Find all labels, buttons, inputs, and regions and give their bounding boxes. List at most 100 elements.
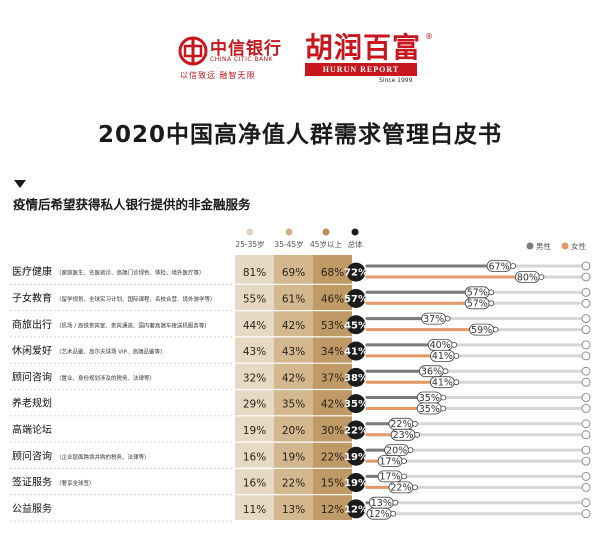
age-group-value: 29% xyxy=(243,399,266,411)
age-group-value: 34% xyxy=(321,346,344,358)
age-group-value: 69% xyxy=(282,267,305,279)
column-header: 35-45岁 xyxy=(274,239,303,249)
male-end-cap xyxy=(581,393,591,402)
male-end-cap xyxy=(581,314,591,323)
total-value: 41% xyxy=(344,347,368,358)
total-circle xyxy=(346,315,366,335)
female-end-cap xyxy=(581,509,591,519)
female-end-cap xyxy=(581,430,591,440)
registered-mark: ® xyxy=(425,32,433,41)
female-value: 12% xyxy=(369,509,390,520)
female-value: 35% xyxy=(419,404,440,415)
male-value: 35% xyxy=(419,393,440,404)
male-value: 37% xyxy=(423,314,444,325)
male-bar-end-dot xyxy=(488,289,495,296)
column-background xyxy=(274,255,313,520)
male-value: 57% xyxy=(467,288,488,299)
age-group-value: 35% xyxy=(282,399,305,411)
row-label-detail: （艺术品鉴、高尔夫球场 VIP、高端品鉴等） xyxy=(56,348,165,356)
age-group-value: 44% xyxy=(243,320,266,332)
female-end-cap xyxy=(581,351,591,361)
female-bar-end-dot xyxy=(412,484,418,491)
female-end-cap xyxy=(581,404,591,413)
male-value: 13% xyxy=(371,498,392,509)
total-value: 35% xyxy=(344,399,368,410)
age-group-value: 20% xyxy=(282,425,305,437)
female-value: 17% xyxy=(379,456,400,467)
legend-male-label: 男性 xyxy=(536,241,551,251)
row-label-detail: （企业层面跨境并购的税务、法律等） xyxy=(56,453,150,461)
female-bar-end-dot xyxy=(440,405,447,412)
total-circle xyxy=(346,341,366,361)
female-end-cap xyxy=(581,272,591,282)
age-group-value: 15% xyxy=(321,478,344,490)
total-value: 38% xyxy=(344,373,368,384)
citic-name: 中信银行 xyxy=(210,39,282,59)
row-label: 顾问咨询 xyxy=(12,449,52,462)
female-value: 41% xyxy=(432,378,453,389)
male-end-cap xyxy=(581,445,591,455)
row-label: 签证服务 xyxy=(12,476,52,489)
hurun-banner xyxy=(305,63,417,76)
row-label: 养老规划 xyxy=(12,397,52,410)
male-value: 67% xyxy=(488,261,509,272)
female-value: 57% xyxy=(467,299,488,310)
age-group-value: 37% xyxy=(321,372,344,384)
male-end-cap xyxy=(581,287,591,297)
total-value: 22% xyxy=(344,425,368,436)
male-bar-end-dot xyxy=(392,499,399,506)
male-end-cap xyxy=(581,340,591,350)
total-value: 19% xyxy=(344,478,368,489)
age-group-value: 16% xyxy=(243,478,266,490)
male-value: 17% xyxy=(379,472,400,483)
column-dot-icon xyxy=(285,228,293,236)
female-bar-end-dot xyxy=(390,510,397,517)
total-circle xyxy=(346,288,366,308)
column-dot-icon xyxy=(322,228,330,236)
age-group-value: 30% xyxy=(321,425,344,437)
male-end-cap xyxy=(581,261,591,271)
row-label-detail: （奢享全球签） xyxy=(56,479,95,487)
citic-slogan: 以信致远 融智无限 xyxy=(180,71,256,80)
legend-female-icon xyxy=(561,242,569,250)
age-group-value: 61% xyxy=(282,293,305,305)
age-group-value: 68% xyxy=(321,267,344,279)
female-bar-end-dot xyxy=(414,431,421,438)
female-bar-end-dot xyxy=(453,379,460,386)
row-label-detail: （家庭医生、名医就诊、高端门诊绿色、体检、境外医疗等） xyxy=(56,269,205,277)
age-group-value: 19% xyxy=(243,425,266,437)
total-circle xyxy=(346,367,366,387)
female-value: 80% xyxy=(517,272,538,283)
column-header: 45岁以上 xyxy=(310,239,343,249)
age-group-value: 46% xyxy=(321,293,344,305)
total-circle xyxy=(346,446,366,466)
age-group-value: 43% xyxy=(243,346,266,358)
age-group-value: 55% xyxy=(243,293,266,305)
age-group-value: 12% xyxy=(321,504,344,516)
row-label-detail: （置业、身份规划涉及的税务、法律等） xyxy=(56,374,155,382)
female-end-cap xyxy=(581,325,591,334)
male-bar-end-dot xyxy=(444,315,451,322)
row-label: 医疗健康 xyxy=(12,265,52,278)
column-header: 25-35岁 xyxy=(235,239,264,249)
column-background xyxy=(313,255,352,520)
age-group-value: 42% xyxy=(282,320,305,332)
female-bar-end-dot xyxy=(453,352,460,359)
citic-bank-logo: 中信银行 CHINA CITIC BANK 以信致远 融智无限 xyxy=(178,34,288,84)
total-value: 57% xyxy=(344,294,368,305)
total-value: 45% xyxy=(344,320,368,331)
male-bar-end-dot xyxy=(440,394,447,401)
row-label-detail: （留学规划、全球实习计划、国际课程、名校合营、境外游学等） xyxy=(56,295,216,303)
male-end-cap xyxy=(581,471,591,481)
female-end-cap xyxy=(581,377,591,387)
female-end-cap xyxy=(581,482,591,492)
age-group-value: 22% xyxy=(282,478,305,490)
age-group-value: 53% xyxy=(321,320,344,332)
total-circle xyxy=(346,420,366,440)
hurun-english-name: HURUN REPORT xyxy=(322,65,400,74)
row-label: 顾问咨询 xyxy=(12,370,52,383)
age-group-value: 81% xyxy=(243,267,266,279)
total-value: 72% xyxy=(344,268,368,279)
legend-male-icon xyxy=(526,242,534,250)
age-group-value: 42% xyxy=(282,372,305,384)
